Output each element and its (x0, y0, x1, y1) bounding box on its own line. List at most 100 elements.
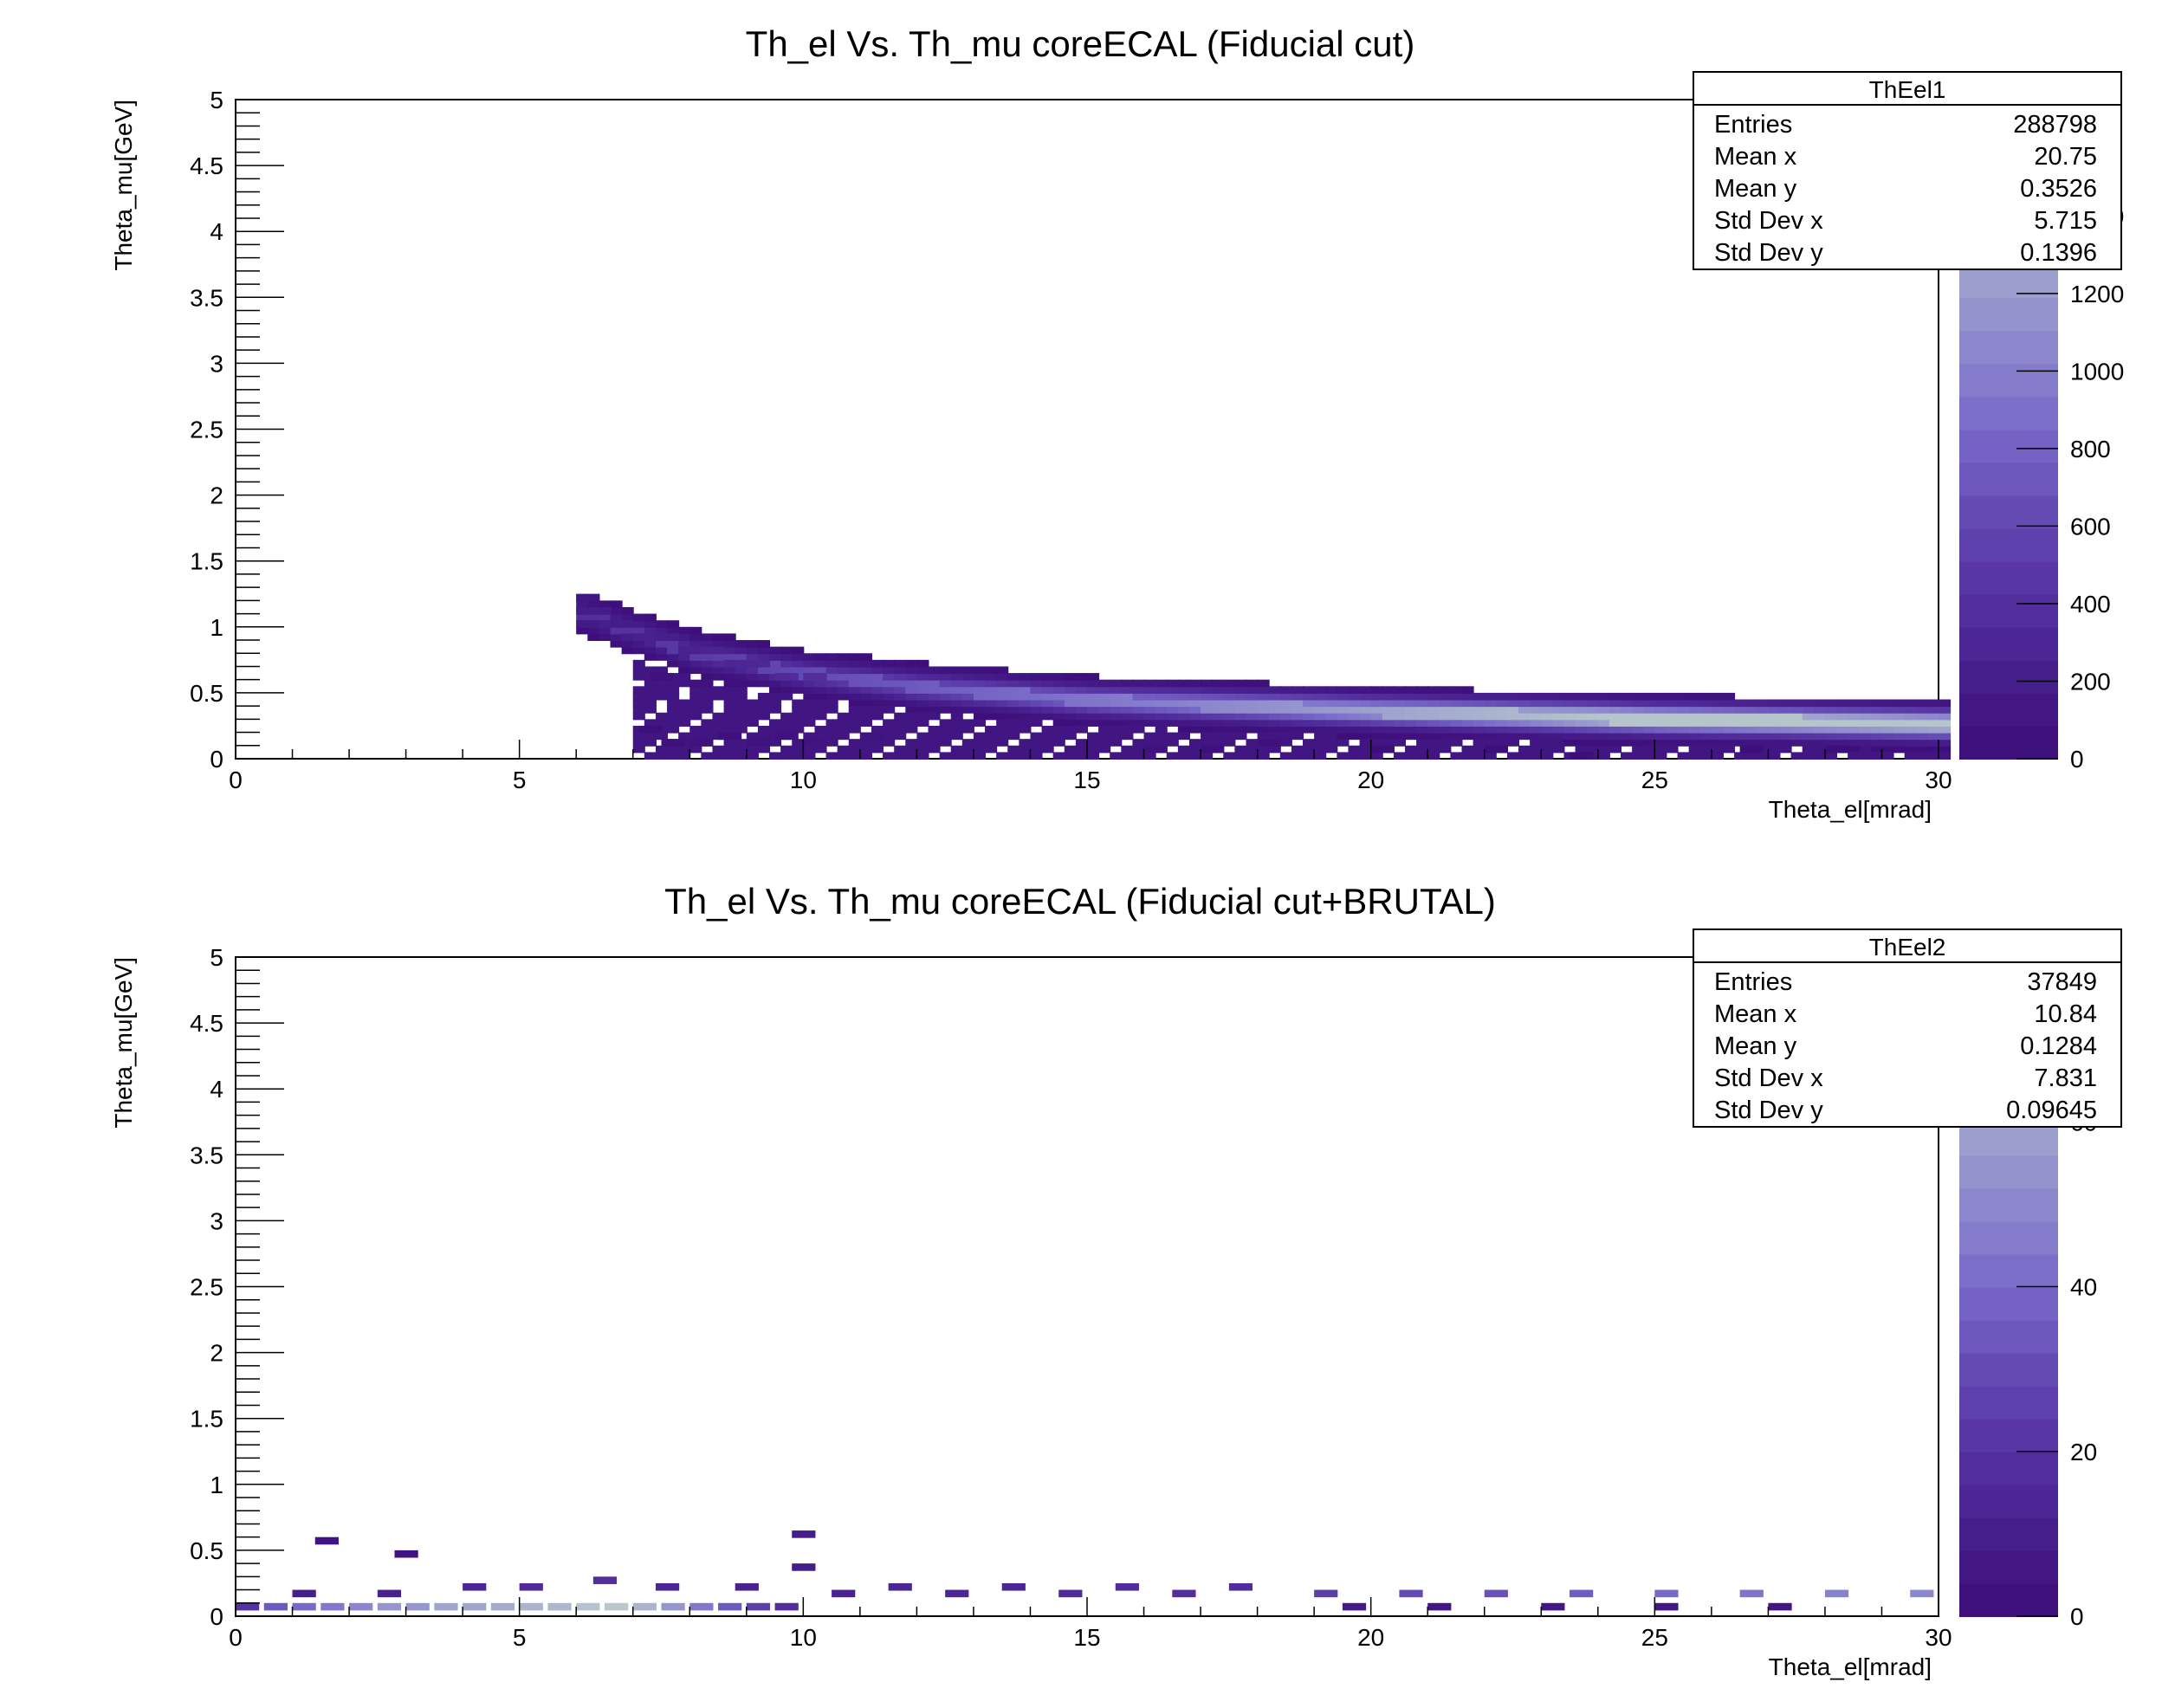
heat-cell (1711, 719, 1724, 727)
heat-cell (667, 719, 680, 727)
heat-cell (1030, 686, 1043, 694)
heat-cell (632, 620, 645, 628)
heat-cell (1677, 692, 1690, 701)
heat-cell (667, 659, 680, 668)
stats-row-label: Std Dev y (1714, 239, 1823, 267)
heat-cell (1904, 699, 1917, 708)
heat-cell (757, 653, 771, 661)
chart-title: Th_el Vs. Th_mu coreECAL (Fiducial cut+B… (664, 881, 1496, 922)
heat-cell (1427, 699, 1440, 708)
heat-cell (667, 646, 680, 655)
heat-cell (1268, 692, 1281, 701)
heat-cell (1768, 725, 1781, 734)
heat-cell (1041, 725, 1054, 734)
heat-cell (1699, 725, 1712, 734)
heat-cell (1303, 706, 1316, 714)
heat-cell (871, 686, 884, 694)
heat-cell (792, 646, 805, 655)
heat-cell (1484, 706, 1497, 714)
heat-cell (1143, 679, 1156, 688)
heat-cell (1212, 679, 1225, 688)
heat-cell (1234, 732, 1247, 741)
heat-cell (1257, 706, 1270, 714)
heat-cell (996, 692, 1009, 701)
heat-cell (961, 752, 974, 760)
heat-cell (1188, 752, 1202, 760)
heat-cell (814, 706, 827, 714)
x-axis-label: Theta_el[mrad] (1769, 1653, 1932, 1680)
heat-cell (1291, 686, 1304, 694)
heat-cell (1303, 752, 1316, 760)
heat-cell (894, 692, 907, 701)
heat-cell (803, 686, 816, 694)
heat-cell (1473, 719, 1486, 727)
heat-cell (1416, 699, 1429, 708)
heat-cell (712, 653, 725, 661)
heat-cell (1768, 706, 1781, 714)
heat-cell (1246, 706, 1259, 714)
heat-cell (859, 739, 872, 747)
heat-cell (1439, 699, 1452, 708)
heat-cell (1279, 719, 1292, 727)
heat-cell (780, 686, 793, 694)
heat-cell (1143, 719, 1156, 727)
heat-cell (1121, 725, 1134, 734)
heat-cell (1223, 706, 1236, 714)
color-bar-band (1959, 297, 2058, 332)
heat-cell (1257, 712, 1270, 721)
heat-cell (905, 659, 918, 668)
heat-cell (1654, 699, 1667, 708)
heat-cell (1790, 699, 1803, 708)
heat-cell (1790, 725, 1803, 734)
heat-cell (1848, 706, 1861, 714)
heat-cell (1450, 739, 1463, 747)
heat-cell (1802, 732, 1815, 741)
heat-cell (814, 712, 827, 721)
color-bar-band (1959, 692, 2058, 727)
heat-cell (1314, 692, 1327, 701)
heat-cell (916, 666, 929, 675)
heat-cell (757, 745, 771, 754)
heat-cell (1234, 725, 1247, 734)
heat-cell (883, 686, 896, 694)
heat-cell (985, 739, 998, 747)
heat-cell (1926, 732, 1939, 741)
heat-cell (723, 646, 736, 655)
heat-cell (735, 666, 748, 675)
heat-cell (576, 593, 600, 602)
heat-cell (701, 706, 714, 714)
heat-cell (1064, 712, 1077, 721)
heat-cell (1939, 752, 1952, 760)
heat-cell (1473, 732, 1486, 741)
heat-cell (1926, 745, 1939, 754)
heat-cell (1893, 725, 1906, 734)
heat-cell (1370, 686, 1383, 694)
heat-cell (712, 752, 725, 760)
heat-cell (894, 673, 907, 681)
heat-cell (1915, 706, 1928, 714)
heat-cell (1632, 719, 1645, 727)
heat-cell (1915, 712, 1928, 721)
y-tick-label: 0.5 (190, 1537, 223, 1564)
x-tick-label: 20 (1357, 767, 1384, 793)
heat-cell (1688, 745, 1701, 754)
heat-cell (1621, 706, 1634, 714)
heat-cell (825, 725, 838, 734)
heat-cell (1143, 752, 1156, 760)
heat-cell (1143, 732, 1156, 741)
color-bar-band (1959, 1286, 2058, 1321)
heat-cell (678, 679, 691, 688)
heat-cell (701, 719, 714, 727)
heat-cell (848, 679, 861, 688)
heat-cell (961, 673, 974, 681)
heat-cell (1802, 752, 1815, 760)
heat-cell (644, 732, 657, 741)
heat-cell (1813, 719, 1826, 727)
heat-cell (1155, 706, 1168, 714)
heat-cell (1337, 732, 1350, 741)
heat-cell (1779, 745, 1792, 754)
color-bar-tick-label: 200 (2070, 668, 2111, 695)
heat-cell (1518, 699, 1531, 708)
heat-cell (1643, 745, 1656, 754)
heat-cell (1121, 679, 1134, 688)
